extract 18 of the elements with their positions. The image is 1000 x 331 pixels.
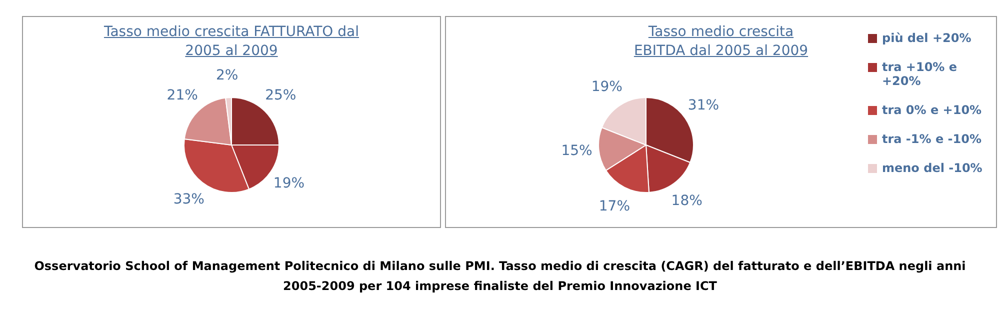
legend-label: tra 0% e +10% <box>882 103 982 117</box>
data-label: 15% <box>561 143 592 160</box>
data-label: 19% <box>591 79 622 96</box>
data-label: 17% <box>598 198 630 215</box>
data-label: 2% <box>216 67 238 84</box>
legend-label: meno del -10% <box>882 161 982 175</box>
data-label: 33% <box>173 192 204 208</box>
data-label: 19% <box>273 176 305 192</box>
chart-title: Tasso medio crescita FATTURATO dal 2005 al 2009 <box>102 23 360 61</box>
legend-label: tra -1% e -10% <box>882 132 982 146</box>
data-label: 31% <box>688 98 720 114</box>
data-label: 21% <box>166 87 198 104</box>
data-label: 25% <box>265 87 296 104</box>
text: Osservatorio School of Management Politecnico di Milano sulle PMI. Tasso medio di crescita (CAGR) del fatturato e dell’EBITDA negli anni 2005-2009 per 104 imprese finaliste del Premio Innovazione ICT <box>33 258 967 295</box>
chart-title: Tasso medio crescita EBITDA dal 2005 al 2009 <box>632 23 810 61</box>
legend-label: più del +20% <box>882 31 972 45</box>
legend-label: tra +10% e +20% <box>882 60 958 88</box>
data-label: 18% <box>671 192 702 209</box>
